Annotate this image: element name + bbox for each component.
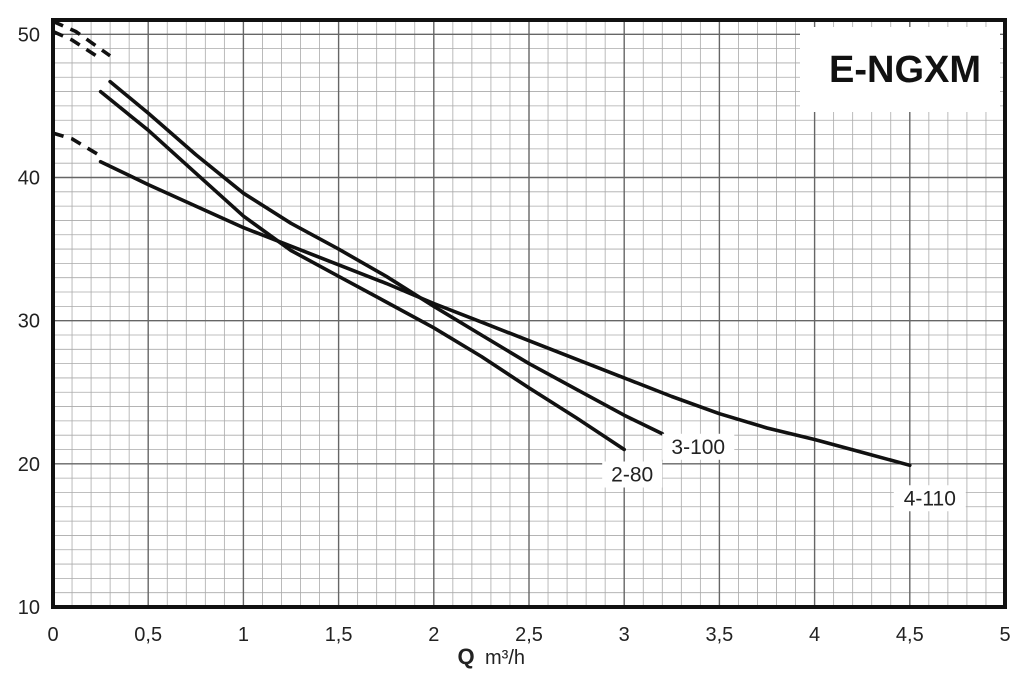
series-label-background	[602, 461, 663, 488]
series-label-background	[662, 433, 735, 460]
x-axis-symbol: Q	[457, 644, 474, 669]
x-tick-label: 5	[999, 624, 1010, 646]
x-axis-unit: m³/h	[485, 647, 525, 669]
y-tick-label: 10	[18, 597, 40, 619]
plot-frame	[51, 18, 1007, 609]
series-label-3-100: 3-100	[671, 436, 725, 459]
x-tick-label: 1	[238, 624, 249, 646]
chart-title: E-NGXM	[829, 49, 981, 91]
y-tick-labels: 10 20 30 40 50	[18, 24, 40, 619]
x-tick-label: 3	[619, 624, 630, 646]
curves	[52, 19, 912, 468]
series-4-110-dashed-curve	[52, 131, 102, 158]
series-3-100-curve	[108, 79, 665, 436]
x-tick-label: 0,5	[134, 624, 162, 646]
series-3-100-dashed-curve	[52, 19, 112, 58]
series-2-80-curve	[98, 89, 627, 452]
x-tick-label: 3,5	[705, 624, 733, 646]
series-2-80-dashed-curve	[52, 29, 102, 61]
series-labels: 2-80 3-100 4-110	[602, 433, 966, 512]
x-tick-labels: 0 0,5 1 1,5 2 2,5 3 3,5 4 4,5 5	[47, 624, 1010, 646]
x-tick-label: 4,5	[896, 624, 924, 646]
x-tick-label: 1,5	[325, 624, 353, 646]
y-tick-label: 40	[18, 167, 40, 189]
x-axis-label: Q m³/h	[457, 644, 525, 669]
title-background	[800, 27, 1000, 112]
series-label-4-110: 4-110	[904, 487, 956, 510]
x-tick-label: 4	[809, 624, 820, 646]
series-4-110-curve	[98, 159, 912, 468]
x-tick-label: 2,5	[515, 624, 543, 646]
title-box: E-NGXM	[800, 27, 1000, 112]
series-label-background	[893, 485, 966, 512]
y-tick-label: 20	[18, 454, 40, 476]
series-label-2-80: 2-80	[611, 464, 653, 487]
x-tick-label: 2	[428, 624, 439, 646]
x-tick-label: 0	[47, 624, 58, 646]
y-tick-label: 30	[18, 311, 40, 333]
y-tick-label: 50	[18, 24, 40, 46]
